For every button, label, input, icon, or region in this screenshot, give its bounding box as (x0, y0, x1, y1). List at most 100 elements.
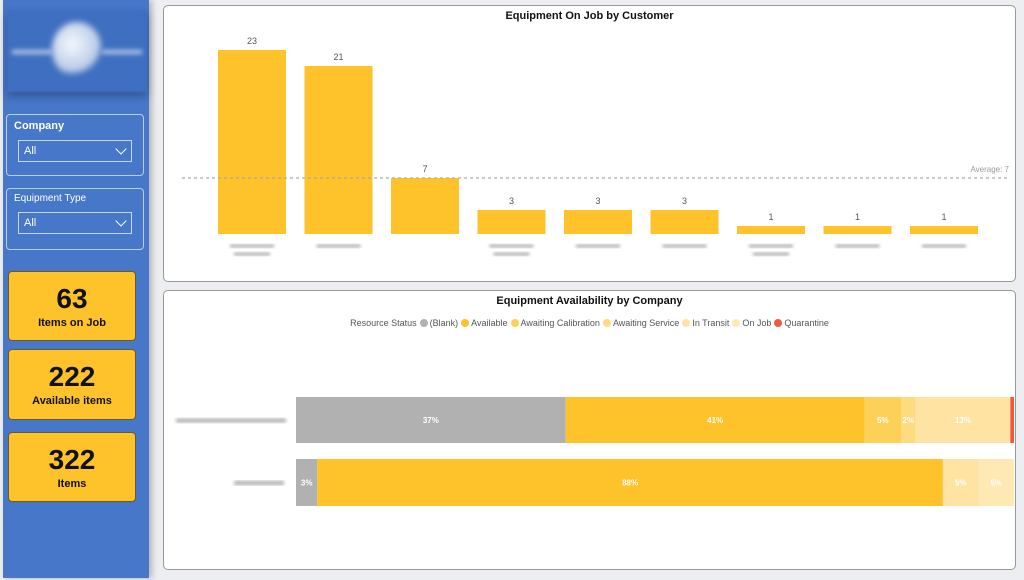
bar-segment (317, 459, 943, 506)
legend-label: On Job (742, 318, 772, 328)
equipment-on-job-chart: 23 21 7 3 3 3 1 1 1 Average: 7 (182, 36, 1010, 256)
category-label-blurred (489, 244, 534, 248)
legend-dot-icon (419, 319, 428, 327)
average-label: Average: 7 (970, 165, 1009, 174)
data-label: 5% (955, 479, 967, 488)
bar-segment (296, 459, 318, 506)
data-label: 21 (333, 52, 343, 62)
kpi-label: Available items (32, 395, 112, 407)
category-label-blurred (835, 244, 880, 248)
category-label-blurred (493, 252, 530, 256)
legend-label: Available (471, 318, 508, 328)
equipment-type-dropdown-value: All (24, 217, 37, 229)
legend-title: Resource Status (350, 318, 417, 328)
chart-title: Equipment On Job by Customer (505, 10, 674, 22)
bar (391, 178, 459, 234)
data-label: 5% (877, 416, 889, 425)
bar-segment (1010, 397, 1014, 443)
category-label-blurred (922, 244, 966, 248)
bar (910, 226, 978, 234)
data-label: 88% (622, 479, 638, 488)
chevron-down-icon (115, 143, 127, 155)
chart-title: Equipment Availability by Company (496, 295, 683, 307)
category-label-blurred (576, 244, 620, 248)
legend-item[interactable]: In Transit (682, 318, 729, 328)
kpi-label: Items (57, 478, 87, 490)
data-label: 1 (768, 212, 773, 222)
legend-label: In Transit (692, 318, 730, 328)
equipment-type-slicer: Equipment Type All (6, 188, 144, 250)
bar-segment (978, 459, 1014, 506)
legend-dot-icon (461, 319, 470, 327)
kpi-value: 63 (56, 283, 88, 314)
legend-item[interactable]: Quarantine (774, 318, 829, 328)
category-label-blurred (234, 252, 270, 256)
kpi-value: 222 (48, 361, 96, 392)
legend-label: (Blank) (429, 318, 459, 328)
data-label: 3 (682, 196, 687, 206)
equipment-type-dropdown[interactable]: All (18, 212, 132, 234)
legend-item[interactable]: On Job (732, 318, 771, 328)
company-slicer-label: Company (14, 120, 65, 132)
equipment-availability-chart: 37% 41% 5% 2% 13% 3% 88% 5% 5% (176, 397, 1014, 506)
legend-item[interactable]: Awaiting Service (602, 318, 680, 328)
company-dropdown[interactable]: All (18, 140, 132, 162)
bar (564, 210, 632, 234)
data-label: 7 (422, 164, 427, 174)
kpi-value: 322 (48, 444, 96, 475)
data-label: 1 (941, 212, 946, 222)
bar (737, 226, 805, 234)
legend-dot-icon (510, 319, 519, 327)
company-logo (7, 10, 147, 92)
bar-segment (565, 397, 865, 443)
legend-dot-icon (602, 319, 611, 327)
chevron-down-icon (115, 215, 127, 227)
kpi-items-on-job: 63 Items on Job (8, 271, 136, 341)
company-slicer: Company All (6, 114, 144, 176)
kpi-items: 322 Items (8, 432, 136, 502)
bar (650, 210, 719, 234)
company-dropdown-value: All (24, 145, 37, 157)
legend-label: Quarantine (784, 318, 829, 328)
legend: Resource Status (Blank) Available Awaiting … (164, 318, 1015, 328)
bar-segment (296, 397, 566, 443)
legend-label: Awaiting Calibration (520, 318, 600, 328)
category-label-blurred (230, 244, 274, 248)
data-label: 13% (955, 416, 971, 425)
data-label: 3 (509, 196, 514, 206)
bar-segment (915, 397, 1011, 443)
equipment-on-job-panel: Equipment On Job by Customer 23 21 7 3 3 3 1 1 1… (163, 5, 1016, 282)
equipment-type-slicer-label: Equipment Type (14, 193, 87, 204)
data-label: 1 (855, 212, 860, 222)
kpi-label: Items on Job (38, 317, 106, 329)
legend-item[interactable]: Awaiting Calibration (510, 318, 600, 328)
category-label-blurred (316, 244, 361, 248)
data-label: 41% (707, 416, 723, 425)
bar (477, 210, 546, 234)
bar (218, 50, 286, 234)
data-label: 3% (301, 479, 313, 488)
category-label-blurred (753, 252, 789, 256)
legend-item[interactable]: Available (461, 318, 508, 328)
data-label: 23 (247, 36, 257, 46)
legend-item[interactable]: (Blank) (419, 318, 459, 328)
legend-dot-icon (774, 319, 783, 327)
data-label: 2% (903, 416, 915, 425)
category-label-blurred (662, 244, 707, 248)
category-label-blurred (749, 244, 793, 248)
category-label-blurred (176, 418, 286, 423)
bar (823, 226, 892, 234)
data-label: 3 (595, 196, 600, 206)
bar (304, 66, 373, 234)
legend-dot-icon (682, 319, 691, 327)
data-label: 5% (990, 479, 1002, 488)
legend-dot-icon (732, 319, 741, 327)
equipment-availability-panel: Equipment Availability by Company Resour… (163, 290, 1016, 570)
data-label: 37% (423, 416, 439, 425)
bar-segment (942, 459, 979, 506)
bar-segment (901, 397, 916, 443)
legend-label: Awaiting Service (612, 318, 680, 328)
category-label-blurred (234, 480, 284, 486)
sidebar: Company All Equipment Type All 63 Items o… (3, 0, 149, 578)
bar-segment (864, 397, 902, 443)
